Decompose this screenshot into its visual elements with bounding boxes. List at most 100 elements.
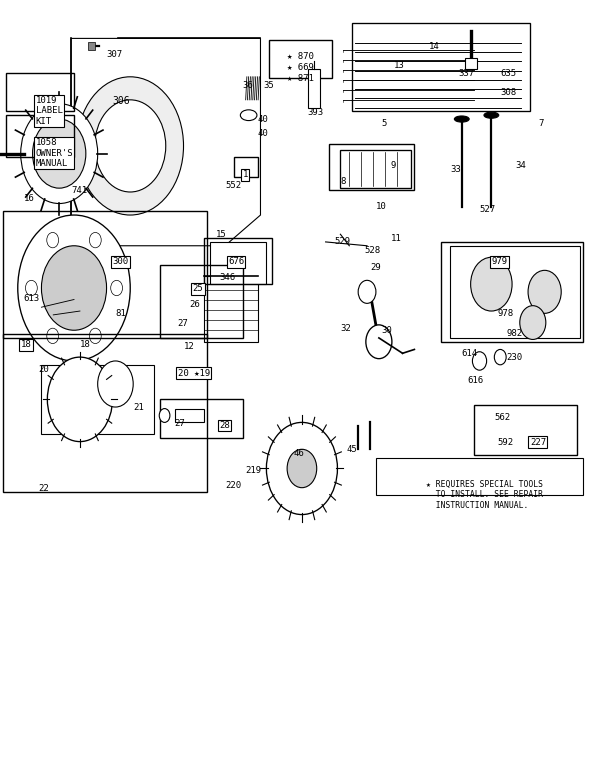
Bar: [269, 40, 332, 78]
Text: 10: 10: [376, 202, 387, 211]
Circle shape: [472, 352, 487, 370]
Polygon shape: [450, 246, 580, 338]
Text: 45: 45: [346, 445, 357, 455]
Text: 36: 36: [243, 81, 253, 90]
Bar: [210, 242, 266, 284]
Bar: [3, 334, 207, 492]
Ellipse shape: [240, 110, 257, 121]
Text: ★ 870: ★ 870: [287, 52, 314, 61]
Bar: [88, 42, 95, 50]
Bar: [6, 115, 74, 157]
Text: 230: 230: [506, 353, 522, 362]
Ellipse shape: [484, 112, 498, 118]
Circle shape: [25, 280, 37, 296]
Circle shape: [89, 233, 101, 248]
Circle shape: [95, 100, 166, 192]
Text: 18: 18: [80, 340, 91, 349]
Bar: [474, 405, 577, 455]
Text: 25: 25: [192, 284, 203, 293]
Text: 22: 22: [38, 484, 49, 493]
Bar: [234, 157, 258, 177]
Text: 27: 27: [175, 419, 185, 428]
Text: 13: 13: [394, 61, 404, 71]
Text: 1058
OWNER'S
MANUAL: 1058 OWNER'S MANUAL: [36, 138, 73, 168]
Text: ★ REQUIRES SPECIAL TOOLS
  TO INSTALL. SEE REPAIR
  INSTRUCTION MANUAL.: ★ REQUIRES SPECIAL TOOLS TO INSTALL. SEE…: [426, 480, 543, 510]
Text: 979: 979: [491, 257, 507, 266]
Text: 529: 529: [334, 237, 350, 246]
Text: 33: 33: [450, 165, 461, 174]
Text: 613: 613: [24, 294, 40, 303]
Text: 676: 676: [228, 257, 244, 266]
Text: 46: 46: [293, 449, 304, 458]
Text: 20 ★19: 20 ★19: [178, 369, 210, 378]
Text: 5: 5: [382, 119, 387, 128]
Text: 614: 614: [462, 349, 478, 359]
Circle shape: [111, 280, 123, 296]
Bar: [3, 211, 207, 338]
Bar: [329, 144, 414, 190]
Text: 300: 300: [112, 257, 128, 266]
Bar: [41, 365, 154, 434]
Text: 741: 741: [71, 186, 87, 195]
Ellipse shape: [455, 116, 469, 122]
Text: 307: 307: [107, 50, 123, 59]
Polygon shape: [71, 38, 260, 246]
Text: 219: 219: [246, 466, 262, 475]
Circle shape: [471, 257, 512, 311]
Bar: [352, 23, 530, 111]
Circle shape: [89, 328, 101, 343]
Text: 11: 11: [391, 234, 401, 243]
Text: 27: 27: [178, 319, 188, 328]
Text: 18: 18: [21, 340, 31, 349]
Bar: [175, 409, 204, 422]
Text: 527: 527: [480, 205, 496, 214]
Circle shape: [33, 119, 86, 188]
Circle shape: [47, 328, 59, 343]
Circle shape: [41, 246, 107, 330]
Circle shape: [287, 449, 317, 488]
Text: 552: 552: [225, 181, 241, 190]
Circle shape: [21, 104, 98, 204]
Text: 635: 635: [500, 69, 516, 78]
Text: 28: 28: [219, 421, 230, 430]
Bar: [376, 458, 583, 495]
Text: 592: 592: [497, 438, 513, 447]
Text: 15: 15: [216, 230, 227, 240]
Circle shape: [358, 280, 376, 303]
Text: 29: 29: [370, 263, 381, 272]
Text: 1019
LABEL
KIT: 1019 LABEL KIT: [36, 96, 62, 126]
Circle shape: [494, 349, 506, 365]
Bar: [204, 238, 272, 284]
Text: 40: 40: [258, 129, 268, 138]
Text: 81: 81: [115, 309, 126, 318]
Circle shape: [47, 233, 59, 248]
Bar: [204, 276, 258, 342]
Bar: [160, 265, 243, 338]
Text: ★ 871: ★ 871: [287, 74, 314, 83]
Text: 21: 21: [133, 403, 144, 412]
Circle shape: [520, 306, 546, 339]
Text: 8: 8: [340, 177, 346, 186]
Text: 616: 616: [468, 376, 484, 386]
Bar: [340, 150, 411, 188]
Circle shape: [266, 422, 337, 515]
Text: 12: 12: [184, 342, 194, 351]
Text: 227: 227: [530, 438, 546, 447]
Text: 14: 14: [429, 42, 440, 51]
Bar: [308, 69, 320, 108]
Text: 30: 30: [382, 326, 392, 336]
Circle shape: [18, 215, 130, 361]
Bar: [6, 73, 74, 111]
Text: 9: 9: [391, 161, 396, 170]
Text: 978: 978: [497, 309, 513, 318]
Circle shape: [366, 325, 392, 359]
Text: 306: 306: [112, 96, 130, 106]
Circle shape: [98, 361, 133, 407]
Text: 20: 20: [38, 365, 49, 374]
Bar: [465, 58, 477, 69]
Text: 337: 337: [459, 69, 475, 78]
Text: 308: 308: [500, 88, 516, 98]
Text: 346: 346: [219, 273, 235, 282]
Circle shape: [47, 357, 112, 442]
Text: ★ 669: ★ 669: [287, 63, 314, 72]
